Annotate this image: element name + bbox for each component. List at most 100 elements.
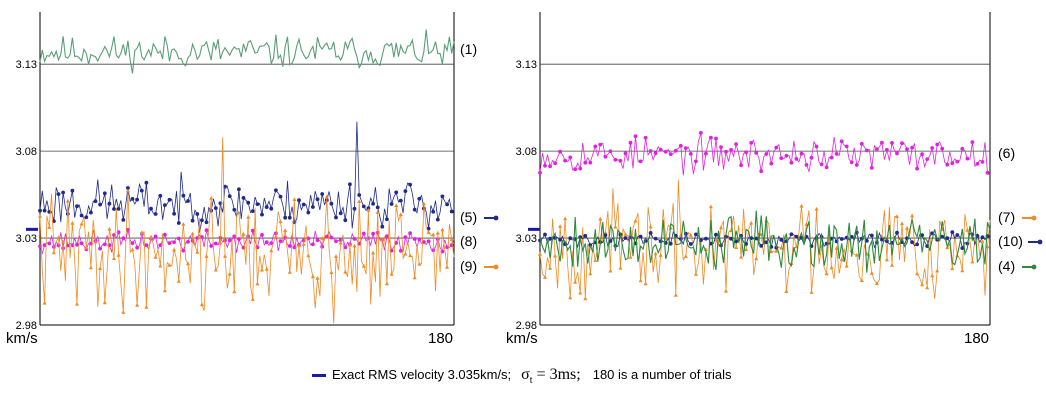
- data-point: [236, 210, 241, 215]
- data-point: [190, 231, 195, 236]
- data-point: [403, 189, 408, 194]
- data-point: [864, 148, 869, 153]
- data-point: [759, 244, 764, 248]
- caption-sigma: σt = 3ms;: [521, 366, 581, 386]
- data-point: [329, 201, 334, 206]
- data-point: [678, 143, 683, 148]
- data-point: [955, 233, 960, 237]
- data-point: [920, 152, 924, 157]
- data-point: [603, 230, 608, 235]
- data-point: [598, 216, 603, 221]
- data-point: [42, 208, 47, 213]
- data-point: [347, 242, 352, 247]
- y-tick-label: 3.13: [16, 59, 37, 71]
- data-point: [352, 243, 357, 248]
- data-point: [172, 211, 177, 216]
- data-point: [186, 199, 190, 203]
- data-point: [149, 234, 153, 239]
- data-point: [385, 217, 389, 222]
- data-point: [628, 140, 633, 145]
- series-label-6: (6): [998, 145, 1015, 161]
- data-point: [693, 271, 698, 276]
- data-point: [431, 232, 436, 237]
- data-point: [357, 199, 362, 203]
- data-point: [98, 246, 102, 251]
- data-point: [315, 197, 320, 202]
- data-point: [885, 239, 889, 244]
- data-point: [338, 240, 343, 245]
- data-point: [126, 228, 130, 232]
- data-point: [218, 240, 223, 245]
- data-point: [789, 160, 794, 165]
- data-point: [543, 275, 547, 279]
- data-point: [558, 237, 562, 242]
- data-point: [190, 218, 195, 223]
- data-point: [431, 248, 436, 253]
- data-point: [426, 239, 431, 244]
- series-9: [38, 137, 455, 324]
- data-point: [167, 197, 172, 202]
- data-point: [61, 190, 65, 195]
- data-point: [42, 300, 47, 305]
- data-point: [724, 149, 728, 154]
- data-point: [799, 151, 804, 156]
- data-point: [361, 204, 366, 209]
- y-tick-label: 3.08: [16, 146, 37, 158]
- data-point: [352, 237, 357, 241]
- data-point: [880, 140, 884, 145]
- data-point: [925, 285, 930, 290]
- series-line: [539, 179, 991, 299]
- data-point: [920, 282, 925, 287]
- data-point: [633, 218, 638, 223]
- data-point: [334, 254, 338, 258]
- data-point: [744, 150, 748, 155]
- data-point: [292, 245, 297, 250]
- data-point: [824, 165, 829, 170]
- data-point: [849, 160, 854, 165]
- data-point: [900, 221, 904, 226]
- data-point: [588, 160, 593, 165]
- data-point: [204, 254, 209, 258]
- data-point: [623, 236, 628, 240]
- data-point: [593, 258, 598, 262]
- data-point: [116, 207, 121, 211]
- data-point: [167, 241, 172, 246]
- series-key-marker: [493, 264, 499, 270]
- data-point: [375, 205, 380, 210]
- data-point: [603, 154, 608, 159]
- data-point: [874, 281, 879, 286]
- data-point: [859, 141, 864, 146]
- data-point: [181, 248, 186, 253]
- data-point: [970, 140, 975, 145]
- series-line: [39, 121, 455, 233]
- data-point: [683, 146, 688, 151]
- data-point: [588, 271, 593, 276]
- series-key-marker: [1031, 264, 1037, 270]
- data-point: [714, 237, 718, 242]
- series-label-7: (7): [998, 209, 1015, 225]
- data-point: [375, 209, 380, 214]
- data-point: [232, 289, 237, 294]
- data-point: [890, 141, 894, 145]
- data-point: [668, 152, 673, 157]
- data-point: [583, 296, 588, 301]
- data-point: [408, 231, 412, 236]
- data-point: [250, 209, 255, 214]
- data-point: [126, 186, 130, 190]
- data-point: [292, 197, 297, 201]
- data-point: [200, 218, 204, 223]
- series-5: [38, 121, 455, 233]
- data-point: [653, 236, 658, 241]
- data-point: [440, 227, 445, 232]
- data-point: [51, 250, 56, 255]
- data-point: [389, 202, 394, 206]
- data-point: [412, 275, 417, 280]
- data-point: [246, 214, 251, 219]
- data-point: [394, 190, 399, 195]
- data-point: [98, 266, 103, 270]
- data-point: [895, 151, 899, 156]
- data-point: [93, 239, 98, 244]
- data-point: [167, 263, 172, 267]
- data-point: [744, 247, 749, 252]
- data-point: [227, 238, 232, 243]
